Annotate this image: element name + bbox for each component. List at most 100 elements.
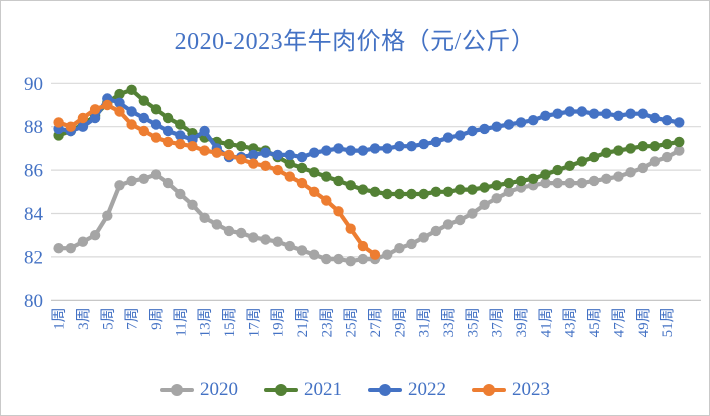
series-2022 [53,93,685,163]
data-point [126,84,137,96]
y-axis-tick-label: 80 [24,291,43,312]
data-point [162,112,174,124]
data-point [284,158,295,169]
data-point [637,162,648,174]
data-point [77,112,89,124]
data-point [187,141,198,152]
x-axis-tick-label: 9周 [148,307,165,330]
data-point [394,188,405,200]
legend-item-2022: 2022 [368,379,446,401]
data-point [479,123,490,135]
data-point [601,147,612,158]
data-point [321,195,332,206]
series-line-2020 [56,148,682,264]
x-axis-tick-label: 47周 [610,307,627,337]
legend-label: 2021 [304,379,342,400]
data-point [333,253,344,265]
legend-marker-icon [264,384,298,396]
data-point [442,132,454,143]
x-axis-tick-label: 29周 [391,307,408,337]
data-point [442,219,454,230]
data-point [284,149,295,161]
data-point [138,112,149,124]
data-point [223,149,235,161]
data-point [503,186,515,197]
legend-marker-icon [472,384,506,396]
legend-dot [171,384,183,396]
data-point [77,121,89,132]
x-axis-tick-label: 17周 [245,307,262,337]
data-point [613,145,624,156]
data-point [333,206,344,217]
data-point [345,256,356,267]
data-point [455,130,466,141]
data-point [357,145,369,156]
data-point [455,214,466,226]
data-point [528,115,539,126]
x-axis-tick-label: 33周 [440,307,457,337]
data-point [418,232,429,243]
data-point [649,112,661,124]
data-point [406,141,417,152]
data-point [503,177,515,189]
data-point [150,132,162,143]
data-point [430,136,442,148]
data-point [382,249,393,260]
data-point [552,177,563,189]
data-point [175,119,186,130]
data-point [382,188,393,200]
data-point [637,108,648,119]
data-point [248,149,259,161]
data-point [394,243,405,254]
data-point [613,110,624,122]
data-point [467,125,478,137]
legend-item-2021: 2021 [264,379,342,401]
x-axis-tick-label: 25周 [343,307,360,337]
data-point [65,121,77,132]
x-axis-tick-label: 39周 [513,307,530,337]
data-point [248,232,259,243]
data-point [236,227,247,239]
data-point [175,130,186,141]
series-line-2022 [56,96,682,160]
data-point [284,171,295,182]
data-point [625,167,636,178]
data-point [625,108,636,119]
data-point [576,156,588,167]
data-point [564,160,575,171]
data-point [114,180,125,191]
data-point [260,160,271,171]
data-point [430,186,442,197]
data-point [479,182,490,193]
chart-legend: 2020 2021 2022 2023 [1,379,709,401]
x-axis-tick-label: 43周 [562,307,579,337]
data-point [162,125,174,137]
data-point [479,199,490,210]
data-point [126,119,137,130]
data-point [114,106,125,117]
data-point [418,138,429,150]
data-point [613,171,624,182]
data-point [321,253,332,265]
data-point [150,104,162,115]
x-axis-tick-label: 15周 [221,307,238,337]
data-point [309,186,320,197]
data-point [199,125,210,137]
data-point [369,143,381,154]
y-axis-tick-label: 88 [24,117,43,138]
data-point [588,175,600,187]
data-point [540,169,551,180]
data-point [503,119,515,130]
x-axis-tick-label: 35周 [464,307,481,337]
x-axis-tick-label: 37周 [489,307,506,337]
x-axis-tick-label: 27周 [367,307,384,337]
data-point [138,95,149,106]
data-point [564,106,575,117]
data-point [467,208,478,219]
data-point [296,162,308,174]
data-point [491,180,502,191]
data-point [102,99,113,111]
data-point [333,143,344,154]
data-point [345,223,356,234]
data-point [126,175,137,187]
